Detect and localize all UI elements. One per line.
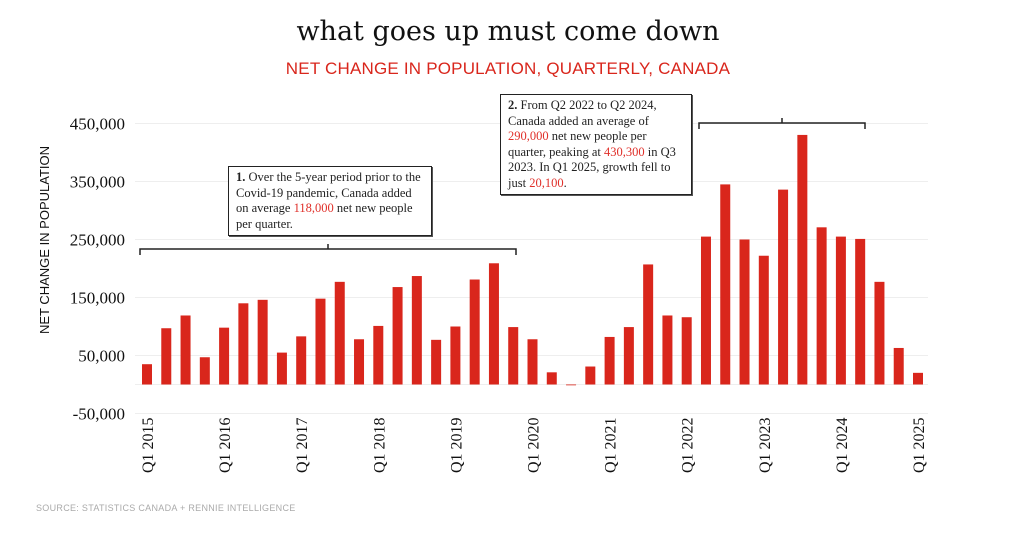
- x-tick-label: Q1 2023: [757, 417, 774, 473]
- bar: [797, 134, 808, 385]
- bar: [142, 364, 152, 385]
- bar: [778, 189, 789, 385]
- y-tick-label: 450,000: [70, 115, 125, 134]
- bar: [623, 327, 634, 385]
- x-tick-label: Q1 2015: [140, 417, 157, 473]
- y-tick-label: 150,000: [70, 289, 125, 308]
- annotation-highlight: 430,300: [603, 144, 645, 159]
- bar: [893, 347, 904, 385]
- bar: [411, 276, 422, 385]
- chart-title: what goes up must come down: [296, 16, 720, 47]
- x-tick-label: Q1 2019: [448, 417, 465, 473]
- bar: [373, 325, 384, 385]
- bar: [720, 184, 731, 385]
- annotation-text: in Q3 2023. In Q1 2025, growth fell to j…: [508, 144, 676, 190]
- bar: [643, 264, 654, 385]
- x-tick-label: Q1 2021: [603, 417, 620, 473]
- annotation-text: net new people per quarter, peaking at: [508, 129, 647, 159]
- chart-subtitle: NET CHANGE IN POPULATION, QUARTERLY, CAN…: [285, 59, 731, 78]
- bar: [913, 372, 923, 385]
- bar: [219, 327, 230, 385]
- y-tick-label: -50,000: [73, 405, 125, 424]
- x-tick-label: Q1 2024: [834, 417, 851, 473]
- x-tick-label: Q1 2020: [526, 417, 543, 473]
- bar: [180, 315, 191, 385]
- bar: [527, 339, 538, 385]
- bar: [238, 303, 249, 385]
- annotation-text: From Q2 2022 to Q2 2024, Canada added an…: [508, 98, 657, 128]
- bar: [758, 255, 769, 385]
- bar: [855, 238, 866, 385]
- annotation-text: Over the 5-year period prior to the Covi…: [236, 170, 421, 215]
- annotation-pre-covid: 1. Over the 5-year period prior to the C…: [228, 166, 432, 236]
- bar: [469, 279, 480, 385]
- annotation-number: 1.: [236, 170, 246, 184]
- bar: [161, 328, 172, 385]
- annotation-bracket: [139, 244, 517, 255]
- x-tick-label: Q1 2022: [680, 417, 697, 473]
- bar: [199, 357, 210, 385]
- bar: [354, 339, 365, 385]
- bar: [488, 263, 499, 385]
- y-tick-label: 350,000: [70, 173, 125, 192]
- bar: [662, 315, 673, 385]
- bar: [334, 281, 345, 385]
- x-tick-label: Q1 2018: [371, 417, 388, 473]
- x-tick-label: Q1 2017: [294, 417, 311, 473]
- bar: [816, 227, 827, 385]
- annotation-number: 2.: [508, 98, 518, 112]
- bar: [585, 366, 596, 385]
- bar: [296, 336, 307, 385]
- annotation-text: net new people per quarter.: [236, 201, 413, 231]
- bar: [508, 327, 519, 385]
- bar: [700, 236, 711, 385]
- y-axis-label: NET CHANGE IN POPULATION: [37, 146, 52, 334]
- bar: [392, 287, 403, 385]
- bar: [315, 298, 326, 385]
- annotation-highlight: 118,000: [293, 201, 334, 215]
- bar: [681, 317, 692, 385]
- y-tick-label: 250,000: [70, 231, 125, 250]
- bar: [450, 326, 461, 385]
- annotation-bracket: [698, 118, 866, 129]
- bar: [874, 281, 885, 385]
- bar: [566, 384, 577, 386]
- annotation-highlight: 20,100: [529, 175, 564, 190]
- bar: [257, 299, 268, 385]
- annotation-surge: 2. From Q2 2022 to Q2 2024, Canada added…: [500, 94, 692, 195]
- bar: [431, 339, 442, 385]
- annotation-text: .: [563, 175, 567, 190]
- bar: [546, 372, 557, 385]
- y-tick-label: 50,000: [78, 347, 125, 366]
- annotation-highlight: 290,000: [508, 129, 549, 143]
- source-note: SOURCE: STATISTICS CANADA + RENNIE INTEL…: [36, 503, 296, 513]
- x-tick-label: Q1 2016: [217, 417, 234, 473]
- bar: [739, 239, 750, 385]
- x-tick-label: Q1 2025: [911, 417, 928, 473]
- bar: [276, 352, 287, 385]
- bar: [604, 336, 615, 385]
- bar: [835, 236, 846, 385]
